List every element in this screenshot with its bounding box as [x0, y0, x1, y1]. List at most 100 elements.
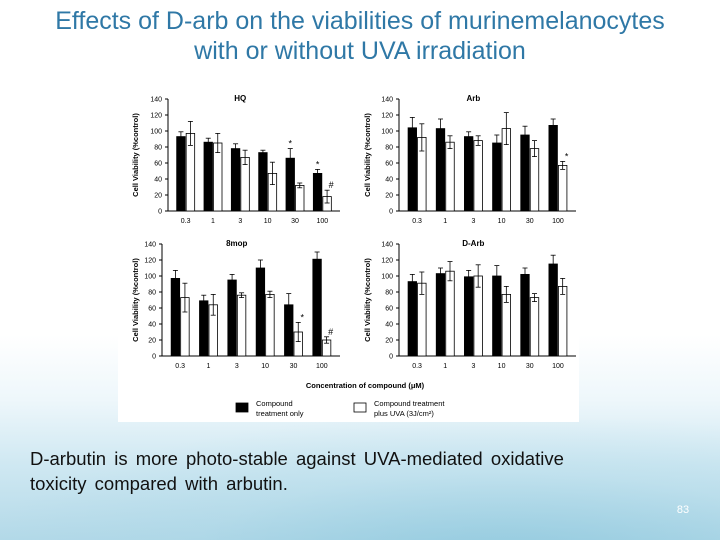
y-axis-label: Cell Viability (%control): [363, 258, 372, 342]
bar-compound-only: [199, 300, 209, 357]
bar-plus-uva: [295, 185, 305, 212]
y-tick-label: 60: [385, 306, 393, 313]
legend-swatch-compound-only: [235, 402, 249, 413]
bar-plus-uva: [529, 297, 540, 357]
legend-label-plus-uva-line-2: plus UVA (3J/cm²): [374, 409, 434, 418]
bar-plus-uva: [265, 293, 275, 357]
x-tick-label: 10: [498, 218, 506, 225]
y-tick-label: 100: [150, 129, 162, 136]
panel-title: HQ: [234, 94, 246, 103]
significance-mark: *: [316, 159, 320, 169]
bar-compound-only: [407, 281, 417, 357]
y-tick-label: 120: [381, 258, 393, 265]
y-tick-label: 40: [148, 322, 156, 329]
bar-plus-uva: [501, 293, 511, 357]
bar-compound-only: [492, 142, 502, 212]
y-tick-label: 80: [385, 145, 393, 152]
slide-title: Effects of D-arb on the viabilities of m…: [0, 6, 720, 66]
y-tick-label: 60: [148, 306, 156, 313]
caption-line-2: toxicity compared with arbutin.: [30, 473, 288, 494]
bar-compound-only: [520, 273, 530, 357]
x-tick-label: 1: [443, 363, 447, 370]
bar-plus-uva: [558, 285, 568, 357]
x-tick-label: 100: [316, 363, 328, 370]
bar-plus-uva: [445, 270, 455, 357]
bar-plus-uva: [473, 275, 483, 357]
y-tick-label: 140: [144, 242, 156, 249]
y-tick-label: 120: [381, 113, 393, 120]
x-tick-label: 10: [498, 363, 506, 370]
y-tick-label: 60: [154, 161, 162, 168]
bar-compound-only: [255, 267, 266, 357]
bar-plus-uva: [445, 141, 455, 212]
bar-compound-only: [227, 279, 237, 357]
bar-compound-only: [407, 127, 417, 212]
bar-compound-only: [312, 173, 323, 212]
y-tick-label: 20: [385, 338, 393, 345]
legend-swatch-plus-uva: [353, 402, 367, 413]
y-tick-label: 0: [152, 354, 156, 361]
x-tick-label: 100: [552, 363, 564, 370]
bar-compound-only: [464, 276, 474, 357]
y-tick-label: 20: [385, 193, 393, 200]
y-tick-label: 40: [385, 322, 393, 329]
bar-plus-uva: [558, 165, 568, 212]
significance-mark: #: [329, 180, 334, 190]
slide-title-line-1: Effects of D-arb on the viabilities of m…: [55, 7, 665, 35]
y-tick-label: 0: [389, 209, 393, 216]
y-tick-label: 100: [144, 274, 156, 281]
y-axis-label: Cell Viability (%control): [131, 113, 140, 197]
bar-compound-only: [176, 136, 186, 212]
x-tick-label: 10: [264, 218, 272, 225]
bar-compound-only: [230, 148, 241, 212]
x-tick-label: 1: [207, 363, 211, 370]
x-tick-label: 10: [261, 363, 269, 370]
bar-compound-only: [548, 125, 558, 212]
bar-compound-only: [435, 273, 446, 357]
y-tick-label: 80: [385, 290, 393, 297]
bar-plus-uva: [473, 140, 483, 212]
y-tick-label: 40: [385, 177, 393, 184]
x-tick-label: 30: [290, 363, 298, 370]
x-tick-label: 30: [526, 363, 534, 370]
legend-label-plus-uva-line-1: Compound treatment: [374, 399, 445, 408]
bar-compound-only: [464, 136, 474, 212]
y-tick-label: 100: [381, 274, 393, 281]
legend-label-compound-only-line-2: treatment only: [256, 409, 304, 418]
caption-line-1: D-arbutin is more photo-stable against U…: [30, 448, 564, 469]
y-axis-label: Cell Viability (%control): [131, 258, 140, 342]
x-tick-label: 3: [238, 218, 242, 225]
y-tick-label: 80: [148, 290, 156, 297]
significance-mark: #: [328, 327, 333, 337]
panel-title: 8mop: [226, 239, 247, 248]
y-axis-label: Cell Viability (%control): [363, 113, 372, 197]
legend-label-compound-only-line-1: Compound: [256, 399, 293, 408]
significance-mark: *: [565, 151, 569, 161]
bar-plus-uva: [529, 148, 540, 212]
y-tick-label: 140: [381, 242, 393, 249]
bar-compound-only: [492, 275, 502, 357]
panel-title: Arb: [466, 94, 480, 103]
bar-plus-uva: [213, 142, 223, 212]
x-tick-label: 30: [291, 218, 299, 225]
y-tick-label: 20: [154, 193, 162, 200]
y-tick-label: 0: [158, 209, 162, 216]
bar-compound-only: [203, 141, 213, 212]
y-tick-label: 140: [381, 97, 393, 104]
x-tick-label: 3: [471, 363, 475, 370]
x-tick-label: 100: [552, 218, 564, 225]
panel-title: D-Arb: [462, 239, 484, 248]
x-tick-label: 0.3: [412, 218, 422, 225]
y-tick-label: 120: [150, 113, 162, 120]
significance-mark: *: [288, 139, 292, 149]
y-tick-label: 40: [154, 177, 162, 184]
x-tick-label: 30: [526, 218, 534, 225]
y-tick-label: 80: [154, 145, 162, 152]
x-tick-label: 0.3: [181, 218, 191, 225]
x-tick-label: 0.3: [175, 363, 185, 370]
x-tick-label: 3: [471, 218, 475, 225]
y-tick-label: 140: [150, 97, 162, 104]
y-tick-label: 120: [144, 258, 156, 265]
x-tick-label: 3: [235, 363, 239, 370]
bar-plus-uva: [240, 157, 250, 212]
